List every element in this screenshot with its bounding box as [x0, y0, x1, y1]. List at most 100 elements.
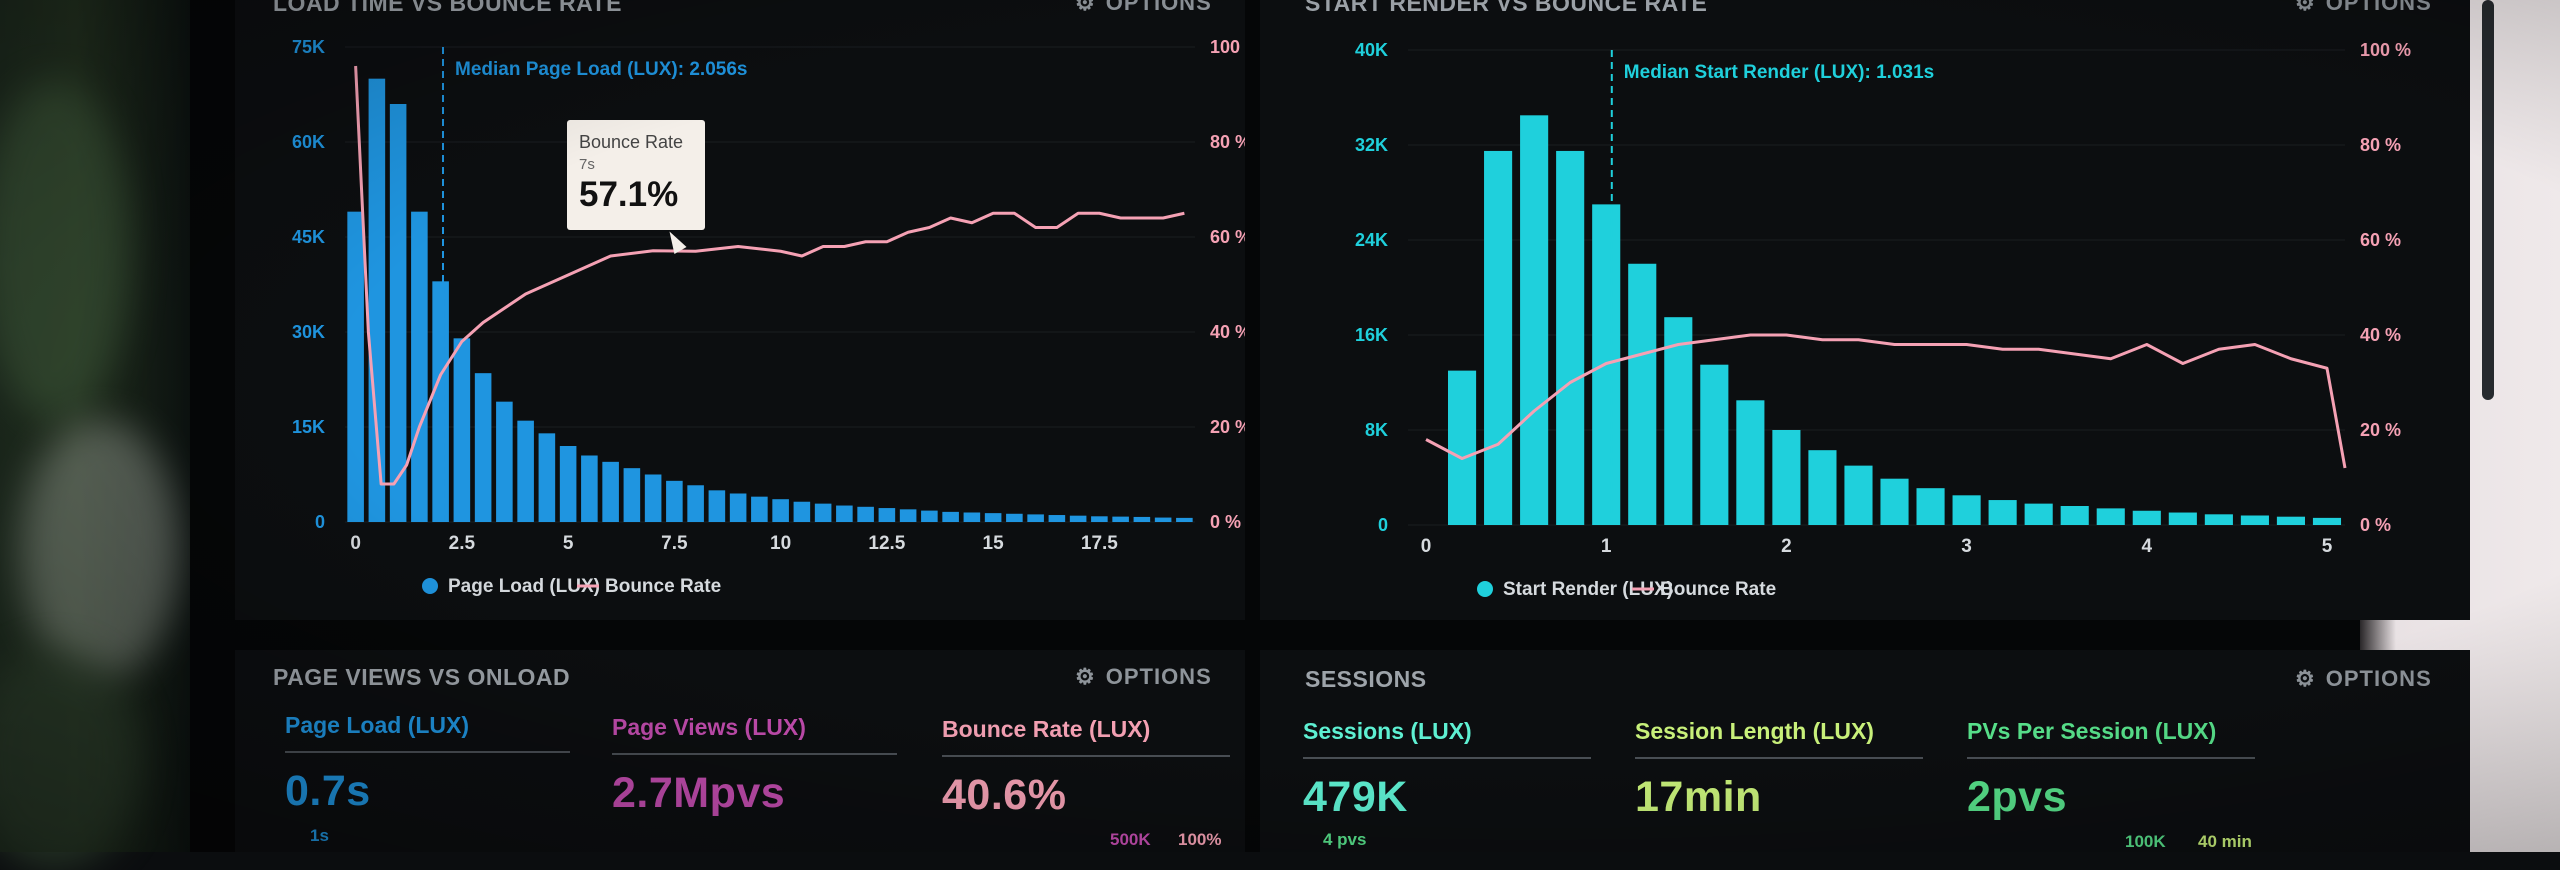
bar	[347, 211, 364, 522]
bar	[1880, 478, 1909, 525]
metric-session-length: Session Length (LUX) 17min	[1635, 718, 1923, 822]
bar	[1448, 370, 1477, 525]
bar	[1952, 495, 1981, 525]
bar	[559, 446, 577, 522]
bar	[474, 373, 492, 522]
bar	[1006, 513, 1023, 522]
metric-value: 17min	[1635, 773, 1762, 821]
y2-tick-label: 100 %	[1210, 37, 1245, 57]
bar	[453, 338, 471, 522]
legend-swatch	[1477, 581, 1493, 597]
metric-page-load: Page Load (LUX) 0.7s	[285, 712, 570, 816]
divider	[285, 751, 570, 753]
bar	[751, 496, 768, 522]
bar	[921, 510, 938, 522]
x-tick-label: 2.5	[449, 533, 476, 554]
y-tick-label: 24K	[1355, 230, 1388, 250]
options-label: OPTIONS	[1105, 664, 1212, 689]
bar	[432, 281, 449, 522]
bar	[666, 480, 683, 522]
bar	[2096, 508, 2125, 525]
metric-value: 479K	[1303, 773, 1408, 821]
bar	[2240, 515, 2269, 525]
bar	[602, 461, 619, 522]
metric-pvs-per-session: PVs Per Session (LUX) 2pvs	[1967, 718, 2255, 822]
x-tick-label: 7.5	[661, 533, 688, 554]
metric-value: 0.7s	[285, 767, 371, 815]
bar	[772, 499, 789, 522]
options-button[interactable]: ⚙ OPTIONS	[2295, 0, 2432, 16]
y-tick-label: 8K	[1365, 420, 1388, 440]
options-label: OPTIONS	[2325, 666, 2432, 691]
bar	[984, 513, 1002, 522]
metric-page-views: Page Views (LUX) 2.7Mpvs	[612, 714, 897, 818]
x-tick-label: 17.5	[1081, 533, 1118, 554]
y2-tick-label: 0 %	[1210, 512, 1241, 532]
y-tick-label: 60K	[292, 132, 325, 152]
metric-sublabel: 40 min	[2198, 832, 2252, 851]
legend-swatch	[422, 578, 438, 594]
x-tick-label: 5	[2322, 536, 2333, 557]
bar	[1808, 450, 1837, 525]
legend-label: Bounce Rate	[1660, 579, 1776, 600]
bar	[1112, 516, 1129, 522]
tooltip: Bounce Rate 7s 57.1%	[567, 120, 705, 230]
bar	[368, 78, 386, 523]
metric-sessions: Sessions (LUX) 479K	[1303, 718, 1591, 822]
y2-tick-label: 20 %	[2360, 420, 2401, 440]
median-label: Median Page Load (LUX): 2.056s	[455, 59, 747, 80]
chart-panel-start-render: START RENDER VS BOUNCE RATE ⚙ OPTIONS 0 8K…	[1260, 0, 2470, 620]
blurred-leaf	[0, 80, 130, 420]
background-plant-left	[0, 0, 190, 870]
y-tick-label: 15K	[292, 417, 325, 437]
y-tick-label: 30K	[292, 322, 325, 342]
metric-sublabel: 500K	[1110, 830, 1151, 849]
legend-label: Start Render (LUX)	[1503, 579, 1673, 600]
x-tick-label: 15	[983, 533, 1005, 554]
bar	[496, 401, 513, 522]
bounce-rate-line	[354, 65, 1185, 486]
options-button[interactable]: ⚙ OPTIONS	[1075, 0, 1212, 16]
y2-tick-label: 80 %	[2360, 135, 2401, 155]
metric-value: 2pvs	[1967, 773, 2068, 821]
bar	[1176, 517, 1193, 522]
y2-tick-label: 100 %	[2360, 40, 2411, 60]
bar	[1048, 515, 1066, 522]
scrollbar[interactable]	[2482, 0, 2494, 400]
chart-panel-load-time: LOAD TIME VS BOUNCE RATE ⚙ OPTIONS 0 15K 30…	[235, 0, 1245, 620]
x-tick-label: 10	[770, 533, 791, 554]
monitor-screen: LOAD TIME VS BOUNCE RATE ⚙ OPTIONS 0 15K 30…	[190, 0, 2494, 852]
bar	[878, 508, 896, 522]
bar	[623, 468, 641, 522]
x-tick-label: 1	[1601, 536, 1612, 557]
bar	[2204, 514, 2233, 525]
bar	[836, 505, 853, 522]
bar	[1069, 515, 1087, 522]
y2-tick-label: 0 %	[2360, 515, 2391, 535]
options-button[interactable]: ⚙ OPTIONS	[2295, 666, 2432, 692]
bar	[1091, 516, 1108, 522]
bar	[517, 420, 534, 522]
y2-tick-label: 60 %	[1210, 227, 1245, 247]
y2-tick-label: 40 %	[2360, 325, 2401, 345]
tooltip-title: Bounce Rate	[579, 132, 684, 152]
bar	[1700, 364, 1729, 525]
y-tick-label: 16K	[1355, 325, 1388, 345]
metric-label: Bounce Rate (LUX)	[942, 716, 1151, 742]
bar	[581, 455, 598, 522]
bar	[1556, 150, 1585, 525]
panel-title: SESSIONS	[1305, 666, 1427, 692]
gear-icon: ⚙	[2295, 0, 2316, 15]
divider	[1967, 757, 2255, 759]
tooltip-value: 57.1%	[579, 175, 679, 214]
y2-tick-label: 40 %	[1210, 322, 1245, 342]
bar	[2168, 512, 2197, 525]
blurred-leaf	[0, 650, 140, 870]
metric-sublabel: 4 pvs	[1323, 830, 1367, 849]
options-button[interactable]: ⚙ OPTIONS	[1075, 664, 1212, 690]
bar	[1772, 430, 1801, 525]
gear-icon: ⚙	[1075, 0, 1096, 15]
bar	[708, 490, 726, 522]
metric-bounce-rate: Bounce Rate (LUX) 40.6%	[942, 716, 1230, 820]
metric-label: Page Views (LUX)	[612, 714, 806, 740]
